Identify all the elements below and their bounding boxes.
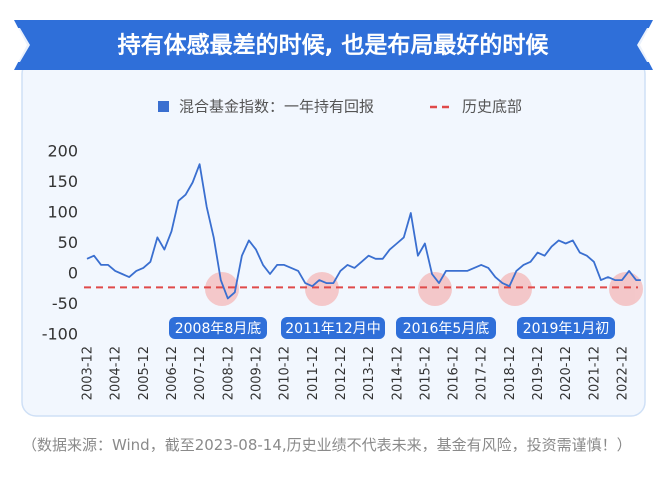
chart: 持有体感最差的时候, 也是布局最好的时候 -100 -50 0 50 100 150 200… <box>14 20 653 417</box>
x-tick-label: 2022-12 <box>616 346 631 400</box>
y-tick-label: 50 <box>58 233 78 252</box>
annotation-box <box>396 317 496 339</box>
x-tick-label: 2015-12 <box>418 346 433 400</box>
x-tick-label: 2005-12 <box>137 346 152 400</box>
x-tick-label: 2013-12 <box>362 346 377 400</box>
x-tick-label: 2007-12 <box>193 346 208 400</box>
chevron <box>637 28 653 62</box>
y-tick-label: 0 <box>68 264 78 283</box>
series-line <box>86 163 641 300</box>
annotation: 2016年5月底 <box>403 321 490 337</box>
x-tick-label: 2010-12 <box>278 346 293 400</box>
legend-label: 历史底部 <box>462 98 522 116</box>
x-tick-label: 2011-12 <box>306 346 321 400</box>
x-tick-label: 2020-12 <box>559 346 574 400</box>
legend-swatch <box>158 101 169 112</box>
x-tick-label: 2021-12 <box>587 346 602 400</box>
x-tick-label: 2019-12 <box>531 346 546 400</box>
x-tick-label: 2016-12 <box>447 346 462 400</box>
y-tick-label: -50 <box>52 294 78 313</box>
x-tick-label: 2003-12 <box>81 346 96 400</box>
x-tick-label: 2012-12 <box>334 346 349 400</box>
x-tick-label: 2018-12 <box>503 346 518 400</box>
annotation: 2011年12月中 <box>285 321 380 337</box>
chevron <box>14 28 30 62</box>
y-tick-label: 100 <box>47 203 78 222</box>
footnote: （数据来源：Wind，截至2023-08-14,历史业绩不代表未来，基金有风险，… <box>22 436 632 454</box>
x-tick-label: 2004-12 <box>109 346 124 400</box>
x-tick-label: 2014-12 <box>390 346 405 400</box>
x-tick-label: 2017-12 <box>475 346 490 400</box>
annotation: 2019年1月初 <box>523 320 610 337</box>
x-tick-label: 2009-12 <box>249 346 264 400</box>
y-tick-label: -100 <box>42 325 78 344</box>
annotation-box <box>517 317 615 339</box>
x-tick-label: 2006-12 <box>165 346 180 400</box>
banner <box>14 20 653 70</box>
x-tick-label: 2008-12 <box>221 346 236 400</box>
annotation: 2008年8月底 <box>175 321 262 337</box>
chart-title: 持有体感最差的时候, 也是布局最好的时候 <box>118 32 550 59</box>
y-tick-label: 150 <box>47 172 78 191</box>
y-tick-label: 200 <box>47 142 78 161</box>
legend-label: 混合基金指数：一年持有回报 <box>179 98 374 116</box>
annotation-box <box>281 317 385 339</box>
annotation-box <box>169 317 267 339</box>
